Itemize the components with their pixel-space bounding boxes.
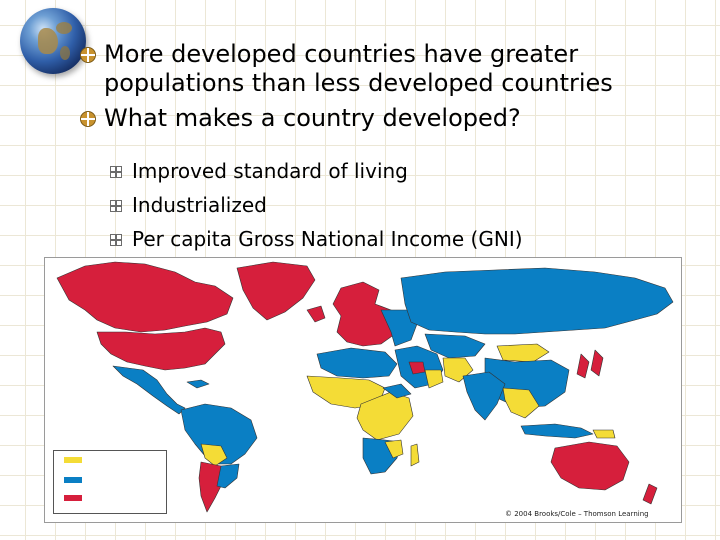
sub-bullet-text: Industrialized: [132, 193, 267, 217]
bullet-text: What makes a country developed?: [104, 104, 521, 132]
sub-bullet-text: Per capita Gross National Income (GNI): [132, 227, 523, 251]
bullet-item: More developed countries have greater po…: [80, 40, 700, 98]
sub-bullet-icon: [110, 200, 122, 212]
map-credit: © 2004 Brooks/Cole – Thomson Learning: [505, 510, 649, 518]
sub-bullet-list: Improved standard of living Industrializ…: [108, 154, 668, 256]
sub-bullet-icon: [110, 166, 122, 178]
sub-bullet-item: Per capita Gross National Income (GNI): [108, 222, 668, 256]
legend-swatch: [64, 457, 82, 463]
world-map-image: [56, 261, 674, 513]
world-map: [44, 257, 682, 523]
bullet-icon: [80, 111, 96, 127]
bullet-icon: [80, 47, 96, 63]
bullet-list: More developed countries have greater po…: [80, 40, 700, 139]
sub-bullet-item: Improved standard of living: [108, 154, 668, 188]
sub-bullet-item: Industrialized: [108, 188, 668, 222]
globe-icon: [20, 8, 86, 74]
map-legend: [53, 450, 167, 514]
legend-swatch: [64, 477, 82, 483]
bullet-text: More developed countries have greater po…: [104, 40, 613, 97]
bullet-item: What makes a country developed?: [80, 104, 700, 133]
sub-bullet-icon: [110, 234, 122, 246]
sub-bullet-text: Improved standard of living: [132, 159, 408, 183]
legend-swatch: [64, 495, 82, 501]
